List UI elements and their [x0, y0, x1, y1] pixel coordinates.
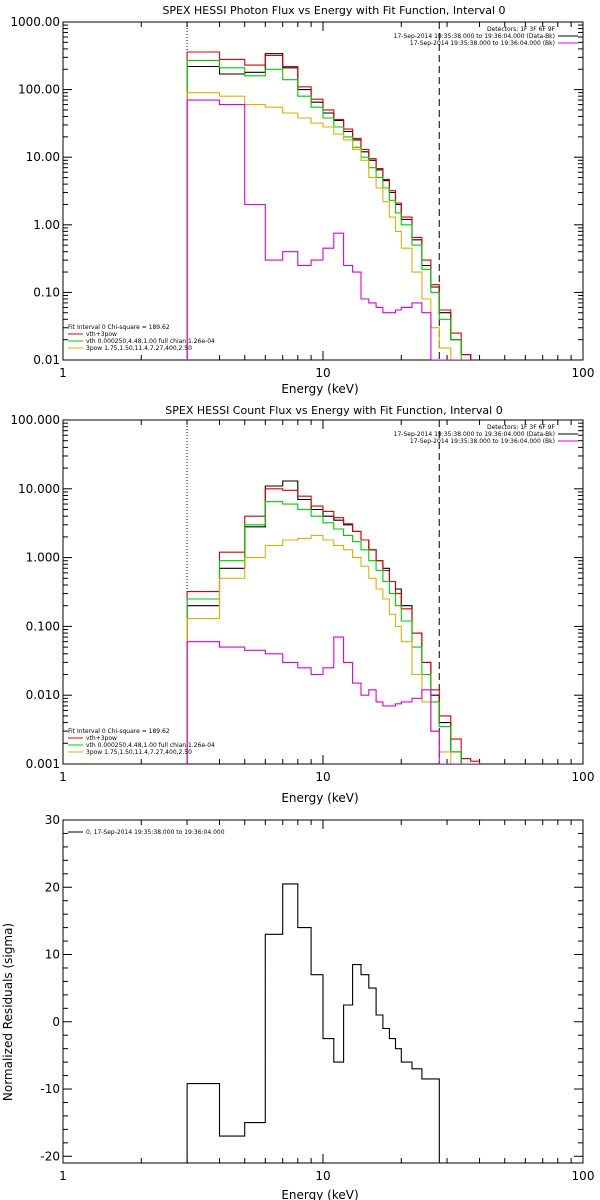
photon-flux-title: SPEX HESSI Photon Flux vs Energy with Fi…	[162, 4, 505, 17]
photon-header-line: 17-Sep-2014 19:35:38.000 to 19:36:04.000…	[410, 40, 555, 47]
count-series-background	[186, 636, 480, 764]
count-ytick-label: 0.001	[26, 757, 60, 771]
count-xtick-label: 100	[572, 770, 595, 784]
count-flux-xlabel: Energy (keV)	[281, 791, 358, 805]
resid-xtick-label: 1	[59, 1169, 67, 1183]
resid-series-residuals	[186, 883, 440, 1163]
count-legend-entry: vth 0.000250,4.48,1.00 full chian 1.26e-…	[86, 742, 215, 749]
photon-plot-frame	[62, 21, 584, 361]
count-ytick-label: 0.100	[26, 619, 60, 633]
resid-ytick-label: -20	[40, 1149, 60, 1163]
count-flux-panel: SPEX HESSI Count Flux vs Energy with Fit…	[10, 404, 594, 805]
photon-legend-entry: vth+3pow	[86, 331, 117, 338]
photon-header-line: 17-Sep-2014 19:35:38.000 to 19:36:04.000…	[394, 33, 555, 40]
count-xtick-label: 10	[315, 770, 330, 784]
resid-ytick-label: 0	[52, 1015, 60, 1029]
photon-xtick-label: 100	[572, 366, 595, 380]
photon-series-total-fit	[186, 51, 472, 360]
residuals-panel: Energy (keV) Normalized Residuals (sigma…	[1, 813, 594, 1200]
photon-series-data	[186, 53, 472, 360]
photon-ytick-label: 0.01	[33, 353, 60, 367]
count-legend-entry: vth+3pow	[86, 735, 117, 742]
count-ytick-label: 100.000	[10, 413, 60, 427]
residuals-xlabel: Energy (keV)	[281, 1188, 358, 1200]
photon-legend-entry: 3pow 1.75,1.50,11.4,7.27,400,2.50	[86, 345, 192, 352]
count-flux-title: SPEX HESSI Count Flux vs Energy with Fit…	[165, 404, 502, 417]
count-ytick-label: 0.010	[26, 688, 60, 702]
count-series-group	[186, 480, 481, 764]
photon-series-background	[186, 99, 471, 360]
photon-ytick-label: 1.00	[33, 218, 60, 232]
resid-ytick-label: -10	[40, 1082, 60, 1096]
residuals-ylabel: Normalized Residuals (sigma)	[1, 923, 15, 1101]
count-header-line: Detectors: 1F 3F 6F 9F	[487, 424, 556, 431]
resid-ytick-label: 10	[45, 948, 60, 962]
count-xtick-label: 1	[59, 770, 67, 784]
photon-legend-entry: vth 0.000250,4.48,1.00 full chian 1.26e-…	[86, 338, 215, 345]
count-legend-entry: Fit Interval 0 Chi-square = 189.62	[68, 728, 170, 735]
count-header-line: 17-Sep-2014 19:35:38.000 to 19:36:04.000…	[410, 438, 555, 445]
photon-header-line: Detectors: 1F 3F 6F 9F	[487, 26, 556, 33]
count-series-total-fit	[186, 488, 481, 764]
resid-legend-entry: 0, 17-Sep-2014 19:35:38.000 to 19:36:04.…	[86, 829, 225, 836]
photon-ytick-label: 0.10	[33, 285, 60, 299]
resid-series-group	[186, 883, 440, 1163]
photon-ytick-label: 100.00	[18, 83, 60, 97]
count-ytick-label: 10.000	[18, 482, 60, 496]
photon-ytick-label: 10.00	[26, 150, 60, 164]
resid-ytick-label: 30	[45, 813, 60, 827]
resid-ytick-label: 20	[45, 880, 60, 894]
photon-series-power-law	[186, 92, 471, 360]
photon-legend-entry: Fit Interval 0 Chi-square = 189.62	[68, 324, 170, 331]
count-plot-frame	[62, 419, 584, 765]
resid-xtick-label: 100	[572, 1169, 595, 1183]
count-ytick-label: 1.000	[26, 551, 60, 565]
photon-xtick-label: 10	[315, 366, 330, 380]
photon-series-thermal	[186, 59, 471, 360]
photon-ytick-label: 1000.00	[10, 15, 60, 29]
photon-flux-panel: SPEX HESSI Photon Flux vs Energy with Fi…	[10, 4, 594, 396]
count-header-line: 17-Sep-2014 19:35:38.000 to 19:36:04.000…	[394, 431, 555, 438]
resid-xtick-label: 10	[315, 1169, 330, 1183]
photon-series-group	[186, 51, 472, 360]
photon-flux-xlabel: Energy (keV)	[281, 382, 358, 396]
photon-xtick-label: 1	[59, 366, 67, 380]
count-legend-entry: 3pow 1.75,1.50,11.4,7.27,400,2.50	[86, 749, 192, 756]
